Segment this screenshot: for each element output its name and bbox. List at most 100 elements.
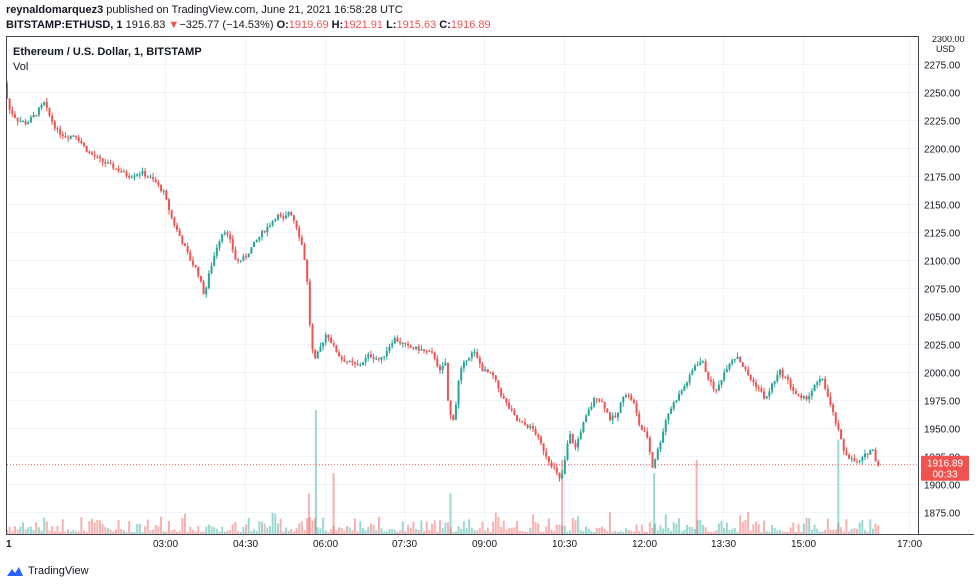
volume-bar [322,517,325,534]
volume-bar [369,523,372,534]
candle-body [332,342,335,346]
volume-bar [616,531,619,534]
candle-body [784,376,787,378]
volume-bar [340,527,343,534]
volume-bar [162,531,165,534]
candle-body [11,109,14,115]
candle-body [699,361,702,365]
candle-body [120,171,123,173]
volume-bar [19,526,22,534]
price-chart[interactable]: 1875.001900.001925.001950.001975.002000.… [6,34,974,560]
candle-body [781,369,784,377]
volume-bar [571,517,574,534]
candle-body [101,158,104,163]
volume-spike [332,473,335,534]
volume-bar [824,529,827,534]
candle-body [574,442,577,448]
volume-bar [569,530,572,534]
volume-bar [391,529,394,534]
candle-body [829,396,832,405]
volume-spike [307,493,310,534]
candle-body [444,362,447,366]
volume-bar [356,531,359,534]
x-tick-label: 06:00 [313,539,338,550]
candle-body [683,386,686,391]
candle-body [624,395,627,398]
candle-body [234,249,237,260]
candle-body [64,136,67,138]
candle-body [48,107,51,116]
volume-bar [778,529,781,534]
candle-body [606,408,609,413]
volume-bar [874,523,877,534]
footer[interactable]: TradingView [6,562,89,580]
volume-bar [292,531,295,534]
candle-body [276,214,279,220]
chart-area[interactable]: 1875.001900.001925.001950.001975.002000.… [6,34,974,560]
volume-bar [32,529,35,534]
candle-body [640,424,643,431]
volume-bar [295,528,298,534]
volume-bar [797,523,800,534]
volume-bar [75,531,78,534]
volume-bar [16,529,19,534]
candle-body [858,460,861,462]
candle-body [380,357,383,360]
volume-bar [98,520,101,534]
volume-bar [678,518,681,534]
volume-bar [646,531,649,534]
countdown-label: 00:33 [932,470,957,481]
volume-bar [173,529,176,534]
volume-bar [117,520,120,534]
y-unit-label: USD [936,44,956,54]
volume-bar [672,522,675,534]
volume-bar [199,531,202,534]
candle-body [72,135,75,137]
volume-bar [67,529,70,534]
volume-bar [792,522,795,534]
candle-body [393,337,396,344]
candle-body [863,453,866,458]
candle-body [465,360,468,362]
volume-bar [104,527,107,534]
volume-bar [237,531,240,534]
candle-body [725,369,728,373]
volume-bar [53,531,56,534]
candle-body [83,143,86,146]
volume-bar [207,524,210,534]
candle-body [792,387,795,391]
volume-bar [268,526,271,534]
volume-bar [723,528,726,534]
x-tick-label: 07:30 [392,539,417,550]
candle-body [183,243,186,247]
candle-body [516,415,519,421]
x-tick-label: 1 [6,539,12,550]
candle-body [656,449,659,460]
candle-body [646,431,649,438]
candle-body [446,362,449,401]
candle-body [871,449,874,451]
candle-body [420,349,423,351]
candle-body [364,357,367,363]
candle-body [401,343,404,345]
volume-bar [659,525,662,534]
volume-bar [850,529,853,534]
candle-body [186,246,189,253]
volume-bar [521,530,524,534]
volume-bar [181,517,184,534]
volume-bar [805,517,808,534]
volume-bar [109,529,112,534]
volume-bar [122,530,125,534]
volume-bar [303,530,306,534]
volume-bar [128,521,131,534]
candle-body [834,412,837,424]
candle-body [709,379,712,382]
volume-bar [399,530,402,534]
candle-body [824,378,827,389]
candle-body [67,137,70,139]
candle-body [223,232,226,234]
volume-bar [377,516,380,534]
candle-body [553,466,556,468]
candle-body [616,412,619,418]
candle-body [314,349,317,359]
